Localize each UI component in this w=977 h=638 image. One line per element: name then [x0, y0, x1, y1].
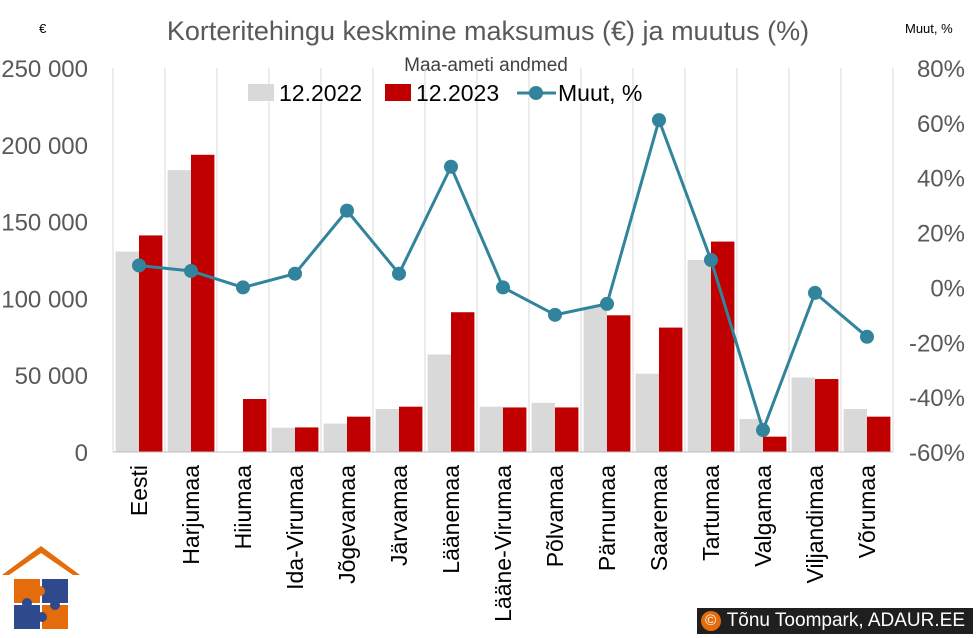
change-point-0 [132, 258, 146, 273]
y-tick-label: 250 000 [1, 56, 88, 83]
x-tick-label: Harjumaa [178, 465, 204, 565]
legend-label: 12.2022 [279, 80, 362, 106]
legend-swatch [385, 84, 411, 101]
bar-12-2023-6 [451, 312, 475, 452]
credit-text: Tõnu Toompark, ADAUR.EE [726, 610, 965, 631]
bar-12-2023-0 [139, 235, 163, 452]
y-tick-label: 200 000 [1, 133, 88, 160]
change-point-13 [808, 285, 822, 300]
bar-12-2023-13 [815, 379, 839, 452]
x-axis: Eesti Harjumaa Hiiumaa Ida-Virumaa Jõgevamaa… [126, 465, 880, 622]
bar-12-2022-10 [635, 373, 659, 452]
chart-subtitle: Maa-ameti andmed [404, 55, 568, 76]
bar-12-2023-11 [711, 241, 735, 452]
y-axis-right: -60% -40% -20% 0% 20% 40% 60% 80% [909, 56, 965, 467]
change-point-9 [600, 296, 614, 311]
change-point-8 [548, 307, 562, 322]
bar-12-2023-3 [295, 427, 319, 452]
y2-tick-label: -60% [909, 440, 965, 467]
y-tick-label: 50 000 [15, 363, 88, 390]
legend-swatch [248, 84, 274, 101]
bar-12-2023-1 [191, 154, 215, 452]
x-tick-label: Läänemaa [438, 465, 464, 574]
bar-12-2022-6 [427, 354, 451, 452]
bar-12-2023-7 [503, 407, 527, 452]
x-tick-label: Hiiumaa [230, 465, 256, 550]
change-point-5 [392, 266, 406, 281]
y2-tick-label: 60% [917, 111, 965, 138]
x-tick-label: Jõgevamaa [334, 465, 360, 584]
bar-12-2022-14 [843, 408, 867, 452]
y2-tick-label: 80% [917, 56, 965, 83]
x-tick-label: Pärnumaa [594, 465, 620, 571]
chart-title: Korteritehingu keskmine maksumus (€) ja … [167, 16, 809, 46]
bar-12-2022-4 [323, 423, 347, 452]
bar-12-2023-14 [867, 416, 891, 452]
change-point-2 [236, 280, 250, 295]
y-axis-left: 0 50 000 100 000 150 000 200 000 250 000 [1, 56, 88, 467]
bar-12-2022-7 [479, 406, 503, 452]
x-tick-label: Lääne-Virumaa [490, 465, 516, 622]
bar-12-2022-11 [687, 260, 711, 452]
y2-tick-label: -20% [909, 330, 965, 357]
change-point-11 [704, 253, 718, 267]
copyright-icon: © [700, 611, 721, 631]
right-unit-label: Muut, % [905, 21, 953, 36]
x-tick-label: Viljandimaa [802, 465, 828, 584]
change-point-14 [860, 329, 874, 344]
bar-12-2022-0 [115, 251, 139, 452]
legend-label: Muut, % [558, 80, 642, 106]
x-tick-label: Eesti [126, 465, 152, 516]
house-puzzle-logo [2, 546, 80, 629]
bar-12-2022-9 [583, 306, 607, 452]
y-tick-label: 0 [75, 440, 88, 467]
change-point-1 [184, 263, 198, 278]
legend-label: 12.2023 [416, 80, 499, 106]
bar-12-2023-5 [399, 406, 423, 452]
change-line [132, 113, 874, 438]
bar-12-2022-1 [167, 170, 191, 453]
y2-tick-label: 0% [930, 275, 965, 302]
bar-12-2023-9 [607, 315, 631, 452]
bar-12-2022-3 [271, 427, 295, 452]
y2-tick-label: 20% [917, 221, 965, 248]
x-tick-label: Põlvamaa [542, 465, 568, 567]
bar-12-2023-8 [555, 407, 579, 452]
legend: 12.2022 12.2023 Muut, % [248, 80, 642, 106]
y2-tick-label: -40% [909, 385, 965, 412]
legend-line-marker [529, 86, 543, 100]
bar-12-2023-2 [243, 399, 267, 452]
bar-12-2023-4 [347, 416, 371, 452]
x-tick-label: Ida-Virumaa [282, 465, 308, 590]
gridlines [112, 68, 894, 452]
change-point-3 [288, 266, 302, 281]
x-tick-label: Võrumaa [854, 465, 880, 559]
change-line-path [138, 118, 868, 432]
credit-badge: © Tõnu Toompark, ADAUR.EE [696, 608, 973, 634]
change-point-6 [444, 159, 458, 174]
x-tick-label: Saaremaa [646, 465, 672, 571]
left-unit-label: € [39, 21, 47, 36]
bar-12-2022-8 [531, 402, 555, 452]
x-tick-label: Tartumaa [698, 465, 724, 561]
bar-12-2022-5 [375, 408, 399, 452]
bars [115, 154, 891, 453]
y-tick-label: 100 000 [1, 286, 88, 313]
bar-12-2022-13 [791, 377, 815, 452]
x-tick-label: Järvamaa [386, 465, 412, 566]
change-point-12 [756, 423, 770, 438]
change-point-10 [652, 113, 666, 128]
bar-12-2023-10 [659, 327, 683, 452]
x-tick-label: Valgamaa [750, 465, 776, 567]
bar-12-2023-12 [763, 436, 787, 452]
change-point-4 [340, 203, 354, 218]
y-tick-label: 150 000 [1, 210, 88, 237]
y2-tick-label: 40% [917, 166, 965, 193]
change-point-7 [496, 280, 510, 295]
